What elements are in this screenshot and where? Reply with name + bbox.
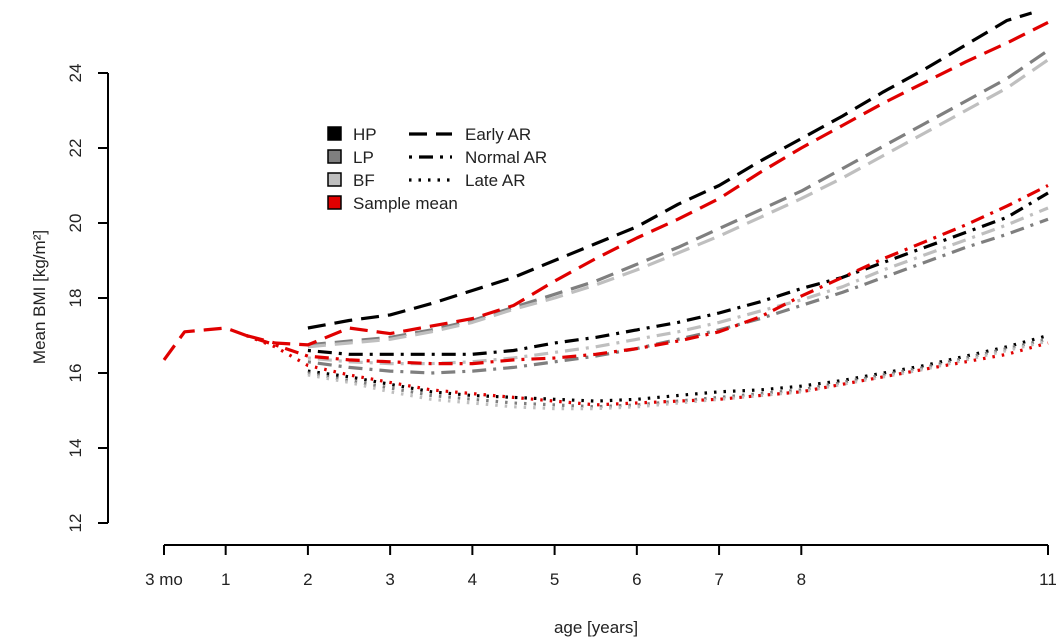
- legend-label: Sample mean: [353, 194, 458, 213]
- series-line-hp-early-ar: [307, 11, 1033, 330]
- series-layer: [162, 11, 1049, 411]
- series-line-bf-normal-ar: [307, 206, 1049, 366]
- series-line-infancy: [162, 326, 247, 361]
- x-axis-title: age [years]: [554, 618, 638, 637]
- x-axis: 3 mo 1 2 3 4 5 6 7 8 11: [145, 544, 1057, 589]
- x-tick-label: 8: [797, 570, 806, 589]
- x-tick-label: 2: [303, 570, 312, 589]
- legend-label: HP: [353, 125, 377, 144]
- legend-label: Early AR: [465, 125, 531, 144]
- legend-label: BF: [353, 171, 375, 190]
- legend-swatch: [327, 195, 342, 210]
- legend: HP LP BF Sample mean Early AR Normal AR Late A…: [327, 125, 547, 213]
- x-tick-label: 11: [1039, 570, 1057, 589]
- x-tick-label: 4: [468, 570, 477, 589]
- y-axis-title: Mean BMI [kg/m²]: [30, 230, 49, 364]
- y-tick-label: 18: [66, 289, 85, 308]
- x-tick-label: 7: [714, 570, 723, 589]
- series-line-sample-mean-late-ar: [245, 334, 1049, 407]
- x-tick-label: 6: [632, 570, 641, 589]
- x-tick-label: 3 mo: [145, 570, 183, 589]
- legend-swatch: [327, 149, 342, 164]
- x-tick-label: 5: [550, 570, 559, 589]
- series-line-lp-late-ar: [307, 337, 1049, 409]
- series-line-bf-early-ar: [307, 58, 1049, 349]
- y-tick-label: 24: [66, 64, 85, 83]
- y-tick-label: 22: [66, 139, 85, 158]
- x-tick-label: 3: [385, 570, 394, 589]
- series-line-bf-late-ar: [307, 339, 1049, 411]
- series-line-lp-early-ar: [307, 49, 1049, 347]
- y-tick-label: 16: [66, 364, 85, 383]
- legend-swatch: [327, 126, 342, 141]
- y-axis: 12 14 16 18 20 22 24: [66, 64, 109, 533]
- legend-swatch: [327, 172, 342, 187]
- y-tick-label: 20: [66, 214, 85, 233]
- series-line-lp-normal-ar: [307, 217, 1049, 375]
- series-line-sample-mean-early-ar: [245, 20, 1049, 347]
- series-line-hp-late-ar: [307, 333, 1049, 403]
- x-tick-label: 1: [221, 570, 230, 589]
- legend-label: Late AR: [465, 171, 526, 190]
- series-line-hp-normal-ar: [307, 191, 1049, 356]
- legend-label: Normal AR: [465, 148, 547, 167]
- legend-label: LP: [353, 148, 374, 167]
- series-line-sample-mean-normal-ar: [245, 184, 1049, 366]
- y-tick-label: 12: [66, 514, 85, 533]
- y-tick-label: 14: [66, 439, 85, 458]
